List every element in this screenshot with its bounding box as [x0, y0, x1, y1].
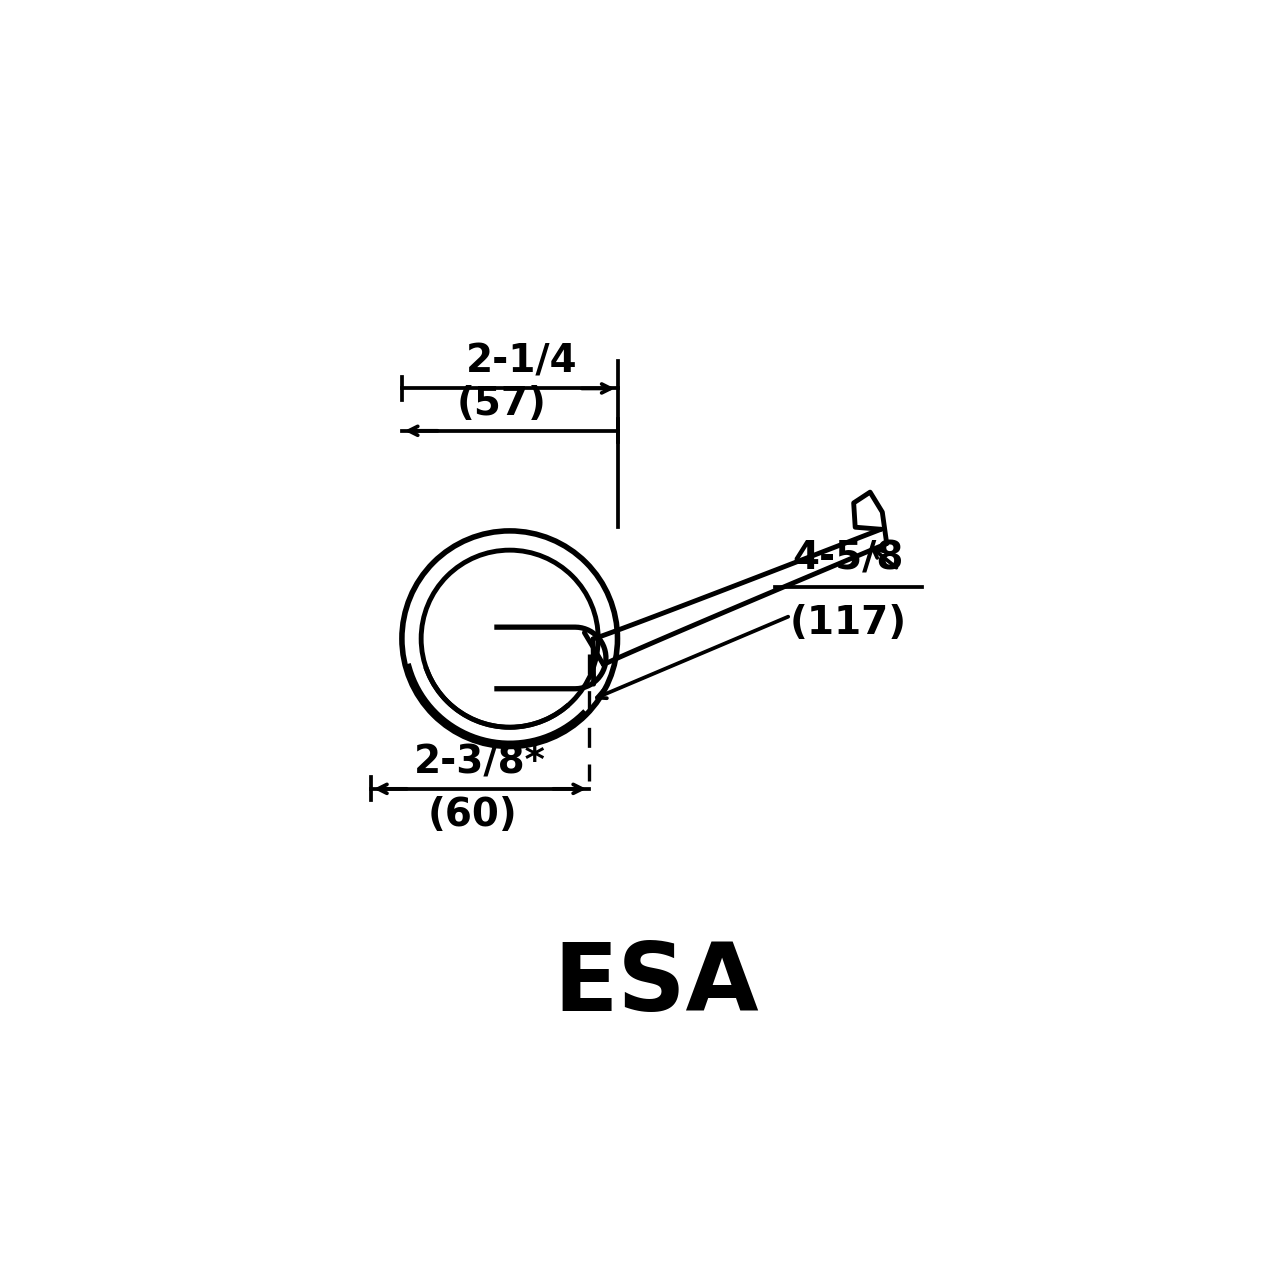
Text: (60): (60)	[428, 795, 517, 833]
Text: (57): (57)	[457, 385, 547, 424]
Text: ESA: ESA	[553, 940, 759, 1032]
Text: 2-1/4: 2-1/4	[466, 343, 577, 380]
Text: (117): (117)	[790, 604, 908, 643]
Text: 2-3/8*: 2-3/8*	[415, 744, 547, 781]
Text: 4-5/8: 4-5/8	[792, 540, 904, 577]
